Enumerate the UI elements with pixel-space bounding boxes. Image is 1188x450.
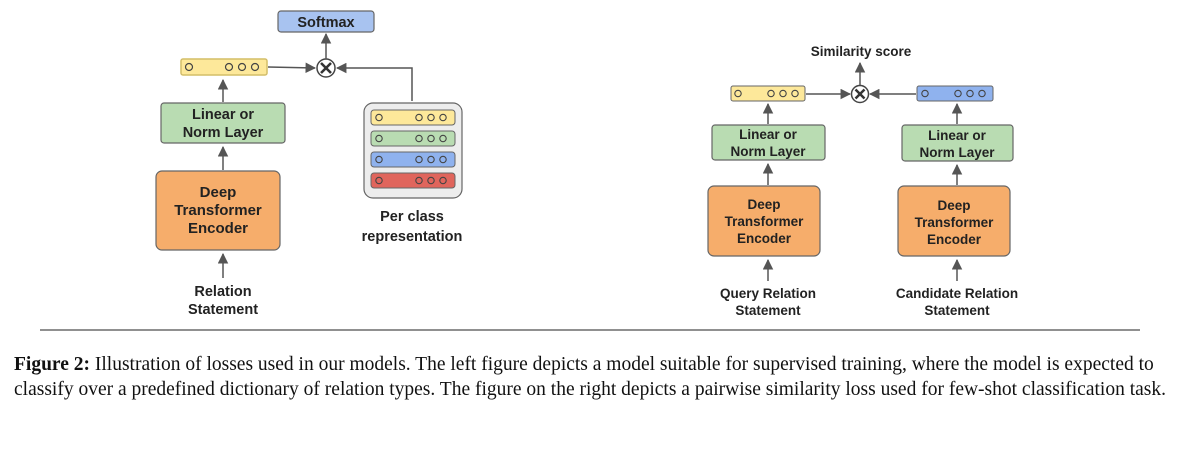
candidate-output-vector [916, 85, 994, 102]
left-input-label-1: Relation [194, 284, 251, 300]
left-encoder-label-3: Encoder [188, 220, 248, 237]
candidate-encoder-box [897, 185, 1011, 257]
left-diagram: Softmax Linear or Norm Layer Deep Transf… [155, 10, 463, 318]
candidate-input-label-2: Statement [924, 303, 990, 318]
class-vector-blue [370, 151, 456, 168]
softmax-label: Softmax [297, 15, 354, 31]
left-input-label-2: Statement [188, 302, 258, 318]
class-vector-green [370, 130, 456, 147]
left-vector-to-mult-arrow [267, 62, 317, 74]
per-class-container [363, 102, 463, 199]
query-linear-label-1: Linear or [739, 127, 798, 142]
per-class-to-mult-arrow [335, 62, 413, 101]
candidate-encoder-label-2: Transformer [915, 215, 995, 230]
query-output-vector [730, 85, 806, 102]
candidate-linear-label-2: Norm Layer [919, 145, 995, 160]
left-encoder-label-2: Transformer [174, 202, 262, 219]
right-diagram: Similarity score Linear or [707, 44, 1018, 318]
query-encoder-label-1: Deep [747, 197, 780, 212]
right-multiply-icon [850, 84, 870, 104]
left-linear-label-1: Linear or [192, 107, 254, 123]
class-vector-red [370, 172, 456, 189]
left-linear-label-2: Norm Layer [183, 125, 264, 141]
candidate-linear-box [901, 124, 1014, 162]
left-encoder-box [155, 170, 281, 251]
left-multiply-icon [316, 58, 336, 78]
similarity-score-label: Similarity score [811, 44, 912, 59]
query-linear-label-2: Norm Layer [730, 144, 806, 159]
per-class-label-2: representation [362, 229, 463, 245]
loss-diagram: Softmax Linear or Norm Layer Deep Transf… [40, 10, 1140, 331]
left-linear-box [160, 102, 286, 144]
left-output-vector [180, 58, 268, 76]
query-input-label-2: Statement [735, 303, 801, 318]
caption-text: Illustration of losses used in our model… [14, 354, 1166, 400]
caption-label: Figure 2: [14, 354, 91, 375]
class-vector-yellow [370, 109, 456, 126]
per-class-label-1: Per class [380, 209, 444, 225]
candidate-input-label-1: Candidate Relation [896, 286, 1018, 301]
query-encoder-box [707, 185, 821, 257]
query-input-label-1: Query Relation [720, 286, 816, 301]
query-encoder-label-3: Encoder [737, 231, 792, 246]
candidate-encoder-label-3: Encoder [927, 232, 982, 247]
candidate-encoder-label-1: Deep [937, 198, 970, 213]
query-encoder-label-2: Transformer [725, 214, 805, 229]
candidate-linear-label-1: Linear or [928, 128, 987, 143]
softmax-box [277, 10, 375, 33]
left-encoder-label-1: Deep [200, 184, 237, 201]
figure-caption: Figure 2: Illustration of losses used in… [14, 352, 1174, 402]
query-linear-box [711, 124, 826, 161]
